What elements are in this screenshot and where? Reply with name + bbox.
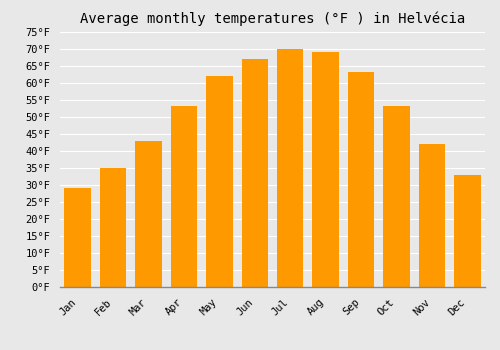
Bar xyxy=(418,144,445,287)
Bar xyxy=(170,106,197,287)
Bar xyxy=(454,175,480,287)
Bar xyxy=(206,76,233,287)
Bar xyxy=(100,168,126,287)
Bar xyxy=(383,106,409,287)
Bar xyxy=(348,72,374,287)
Bar xyxy=(64,188,91,287)
Bar xyxy=(312,52,339,287)
Bar xyxy=(277,49,303,287)
Bar xyxy=(242,59,268,287)
Bar xyxy=(136,140,162,287)
Title: Average monthly temperatures (°F ) in Helvécia: Average monthly temperatures (°F ) in He… xyxy=(80,12,465,26)
